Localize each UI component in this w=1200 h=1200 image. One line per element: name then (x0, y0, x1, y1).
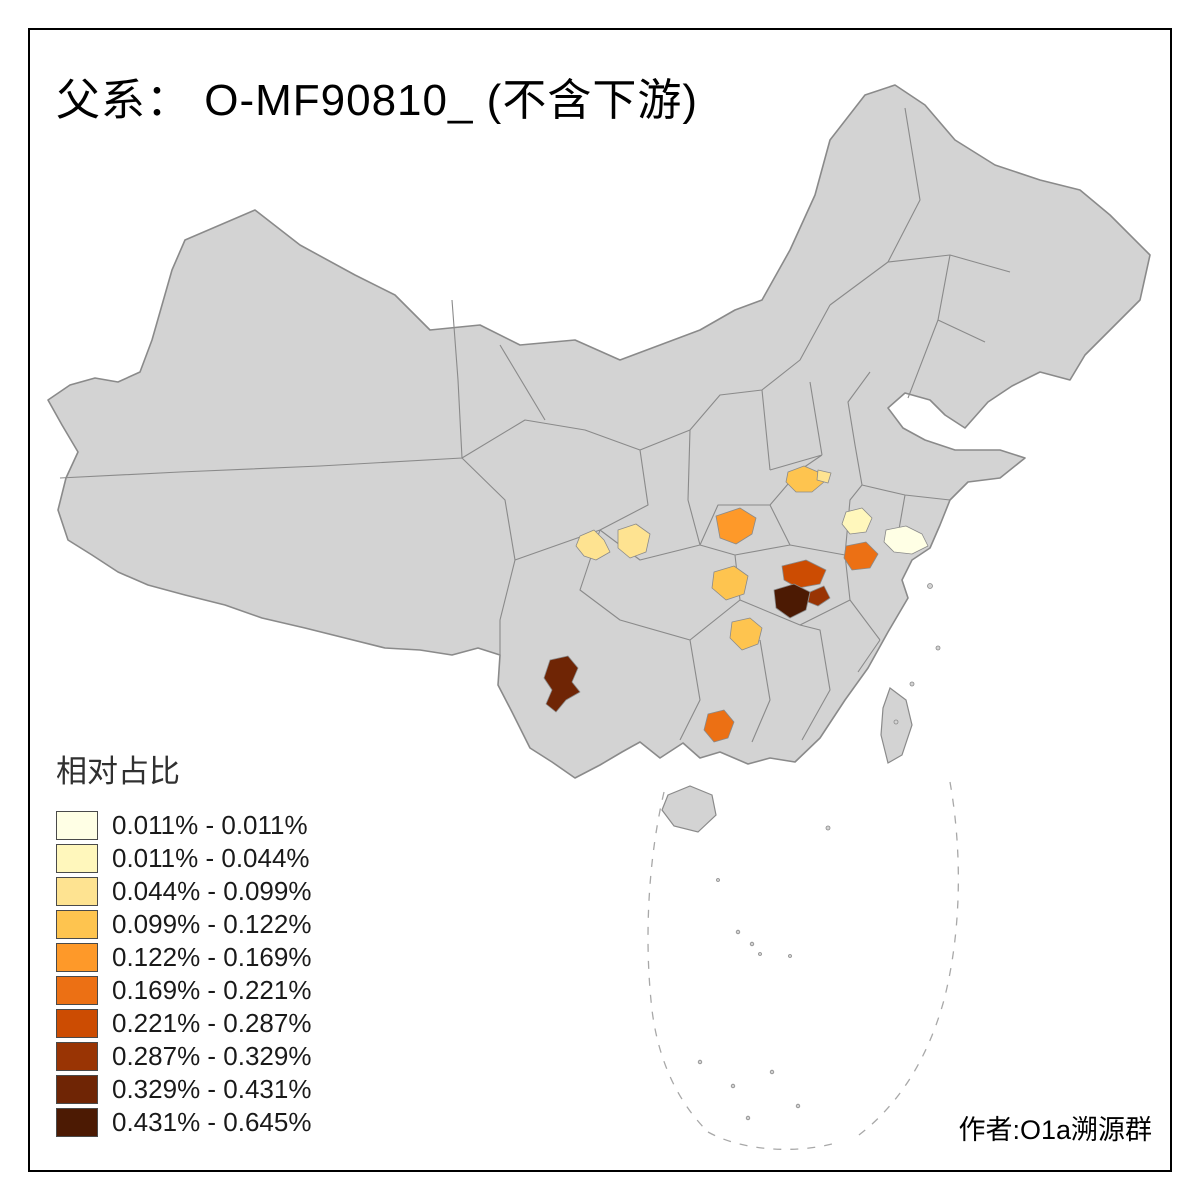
map-region-highlight (773, 583, 811, 619)
legend-swatch (56, 1075, 98, 1104)
legend-label: 0.099% - 0.122% (112, 909, 312, 939)
island-dot (749, 941, 755, 947)
legend-entry: 0.287% - 0.329% (56, 1040, 311, 1073)
island-dot (935, 645, 941, 651)
legend-entry: 0.329% - 0.431% (56, 1073, 311, 1106)
map-region-highlight (617, 523, 651, 559)
map-region-highlight (781, 559, 827, 589)
legend-label: 0.011% - 0.044% (112, 843, 310, 873)
province-borders (59, 107, 1011, 743)
map-region-highlight (785, 465, 825, 493)
map-region-highlight (841, 507, 873, 535)
legend-swatch (56, 943, 98, 972)
map-region-highlight (543, 655, 581, 713)
island-dot (758, 952, 762, 956)
legend-label: 0.287% - 0.329% (112, 1041, 312, 1071)
legend-entry: 0.221% - 0.287% (56, 1007, 311, 1040)
map-region-highlight (715, 507, 757, 545)
nine-dash-line (647, 781, 960, 1150)
island-dot (769, 1069, 775, 1075)
island-dot (795, 1103, 801, 1109)
island-dot (735, 929, 741, 935)
legend-swatch (56, 1042, 98, 1071)
island-dot (927, 583, 933, 589)
island-dot (893, 719, 899, 725)
island-dot (697, 1059, 703, 1065)
island-dot (730, 1083, 736, 1089)
legend-label: 0.431% - 0.645% (112, 1107, 312, 1137)
map-region-highlight (843, 541, 879, 571)
page-title: 父系： O-MF90810_ (不含下游) (56, 76, 698, 125)
legend-label: 0.169% - 0.221% (112, 975, 312, 1005)
china-outline (47, 84, 1151, 779)
legend-entry: 0.011% - 0.044% (56, 842, 311, 875)
author-credit: 作者:O1a溯源群 (958, 1115, 1152, 1145)
map-region-highlight (729, 617, 763, 651)
legend-title: 相对占比 (56, 754, 180, 789)
legend-entry: 0.044% - 0.099% (56, 875, 311, 908)
legend-entry: 0.431% - 0.645% (56, 1106, 311, 1139)
island-dot (825, 825, 831, 831)
legend-rows: 0.011% - 0.011% 0.011% - 0.044% 0.044% - 0… (56, 809, 311, 1139)
legend-label: 0.122% - 0.169% (112, 942, 312, 972)
map-region-highlight (883, 525, 929, 555)
legend-entry: 0.122% - 0.169% (56, 941, 311, 974)
legend-entry: 0.099% - 0.122% (56, 908, 311, 941)
hainan-island (661, 785, 717, 833)
map-region-highlight (711, 565, 749, 601)
legend-swatch (56, 844, 98, 873)
legend-swatch (56, 877, 98, 906)
legend-swatch (56, 976, 98, 1005)
highlighted-regions (543, 465, 929, 743)
legend-swatch (56, 1009, 98, 1038)
legend-label: 0.221% - 0.287% (112, 1008, 312, 1038)
legend: 相对占比 0.011% - 0.011% 0.011% - 0.044% 0.044… (56, 746, 311, 1139)
legend-entry: 0.011% - 0.011% (56, 809, 311, 842)
taiwan-island (880, 687, 913, 764)
island-dot (909, 681, 915, 687)
map-region-highlight (575, 529, 611, 561)
legend-swatch (56, 811, 98, 840)
small-islands (697, 583, 941, 1121)
legend-label: 0.329% - 0.431% (112, 1074, 312, 1104)
map-region-highlight (816, 469, 832, 484)
island-dot (716, 878, 720, 882)
legend-swatch (56, 910, 98, 939)
legend-label: 0.044% - 0.099% (112, 876, 312, 906)
legend-entry: 0.169% - 0.221% (56, 974, 311, 1007)
map-region-highlight (703, 709, 735, 743)
legend-label: 0.011% - 0.011% (112, 810, 308, 840)
legend-swatch (56, 1108, 98, 1137)
island-dot (745, 1115, 751, 1121)
island-dot (788, 954, 792, 958)
